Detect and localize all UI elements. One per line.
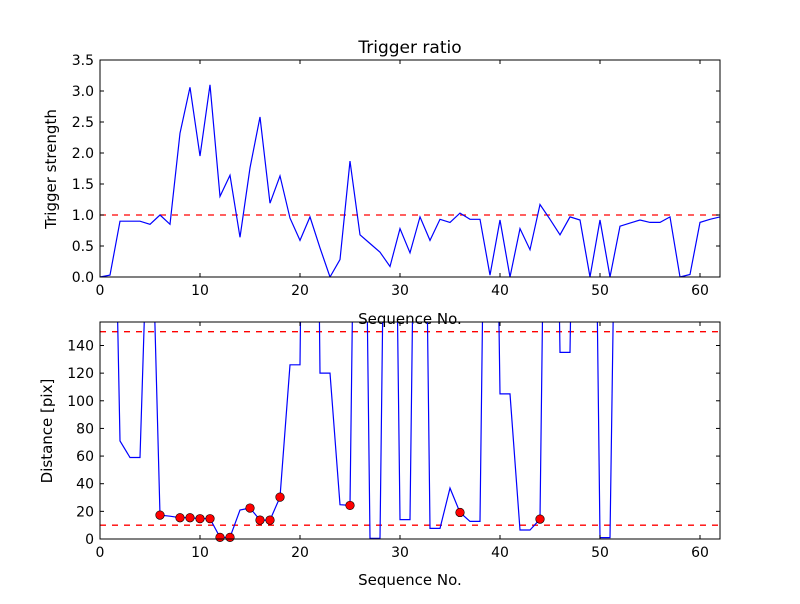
- y-tick-label: 2.0: [72, 146, 94, 162]
- x-tick-label: 40: [491, 283, 509, 299]
- y-tick-label: 20: [76, 504, 94, 520]
- marker-point: [205, 514, 215, 524]
- x-tick-label: 30: [391, 545, 409, 561]
- marker-point: [185, 513, 195, 523]
- plot-area: [100, 322, 720, 539]
- x-tick-label: 30: [391, 283, 409, 299]
- top-x-axis-label: Sequence No.: [358, 310, 462, 328]
- y-tick-label: 0.0: [72, 270, 94, 286]
- series-line-trigger-strength: [100, 84, 720, 277]
- y-tick-label: 0: [85, 532, 94, 548]
- x-tick-label: 60: [691, 283, 709, 299]
- axes-frame: [99, 59, 721, 278]
- y-tick-label: 0.5: [72, 239, 94, 255]
- y-tick-label: 1.5: [72, 177, 94, 193]
- y-tick-label: 3.5: [72, 53, 94, 69]
- marker-point: [245, 503, 255, 513]
- x-tick-label: 10: [191, 545, 209, 561]
- x-tick-label: 40: [491, 545, 509, 561]
- marker-point: [535, 514, 545, 524]
- axes-frame: [99, 321, 721, 540]
- y-tick-label: 100: [67, 394, 94, 410]
- marker-point: [175, 513, 185, 523]
- x-tick-label: 20: [291, 545, 309, 561]
- y-tick-label: 140: [67, 338, 94, 354]
- plot-area: [100, 84, 720, 277]
- series-line-distance: [117, 322, 614, 539]
- x-tick-label: 20: [291, 283, 309, 299]
- x-tick-label: 50: [591, 545, 609, 561]
- y-tick-label: 60: [76, 449, 94, 465]
- x-tick-label: 60: [691, 545, 709, 561]
- top-y-axis-label: Trigger strength: [42, 109, 60, 230]
- y-tick-label: 80: [76, 421, 94, 437]
- marker-point: [455, 507, 465, 518]
- bottom-x-axis-label: Sequence No.: [358, 571, 462, 589]
- marker-point: [225, 532, 235, 542]
- y-tick-label: 1.0: [72, 208, 94, 224]
- marker-point: [155, 510, 165, 520]
- marker-point: [255, 515, 265, 525]
- y-tick-label: 120: [67, 366, 94, 382]
- bottom-axes: 0 10 20 30 40 50 60 0 20 40 60 80 100 120 140: [67, 321, 721, 561]
- y-tick-label: 40: [76, 477, 94, 493]
- y-tick-label: 3.0: [72, 84, 94, 100]
- marker-point: [265, 515, 275, 525]
- y-tick-label: 2.5: [72, 115, 94, 131]
- x-tick-label: 0: [96, 283, 105, 299]
- x-tick-label: 10: [191, 283, 209, 299]
- marker-point: [215, 532, 225, 542]
- marker-point: [275, 492, 285, 502]
- x-tick-label: 50: [591, 283, 609, 299]
- chart-title: Trigger ratio: [357, 38, 461, 58]
- marker-point: [345, 500, 355, 511]
- x-tick-label: 0: [96, 545, 105, 561]
- marker-point: [195, 514, 205, 524]
- bottom-y-axis-label: Distance [pix]: [38, 379, 56, 484]
- top-axes: 0 10 20 30 40 50 60 0.0 0.5 1.0 1.5 2.0 2.5 3.0 3.5: [72, 53, 721, 299]
